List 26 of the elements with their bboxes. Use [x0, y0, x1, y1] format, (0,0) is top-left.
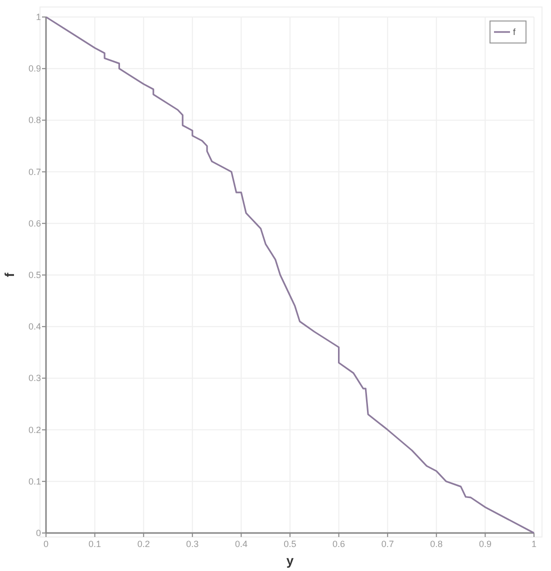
x-tick-label: 0.9 [478, 539, 492, 549]
x-tick-label: 1 [531, 539, 537, 549]
y-tick-label: 0.7 [28, 166, 41, 177]
y-tick-label: 0.5 [28, 270, 41, 280]
y-tick-label: 0 [36, 528, 41, 538]
x-tick-label: 0.4 [234, 539, 248, 549]
x-tick-label: 0.5 [284, 539, 296, 549]
y-tick-label: 0.6 [28, 218, 41, 228]
x-tick-label: 0.1 [88, 539, 102, 549]
line-series [45, 16, 535, 534]
legend-label: f [513, 27, 516, 37]
x-tick-label: 0.2 [137, 539, 150, 549]
y-tick-label: 0.2 [28, 424, 41, 435]
y-tick-label: 0.1 [28, 476, 41, 486]
x-tick-label: 0.8 [430, 539, 443, 549]
y-tick-label: 1 [36, 12, 41, 22]
y-axis-title: f [2, 272, 17, 278]
y-tick-label: 0.3 [28, 373, 41, 384]
x-axis-title: y [286, 553, 294, 568]
y-tick-label: 0.9 [28, 64, 41, 74]
x-tick-label: 0.3 [186, 539, 199, 549]
x-tick-label: 0.6 [332, 539, 346, 549]
y-tick-label: 0.4 [28, 322, 41, 332]
x-tick-label: 0 [43, 539, 49, 549]
y-tick-label: 0.8 [28, 115, 41, 126]
x-tick-label: 0.7 [381, 539, 394, 549]
